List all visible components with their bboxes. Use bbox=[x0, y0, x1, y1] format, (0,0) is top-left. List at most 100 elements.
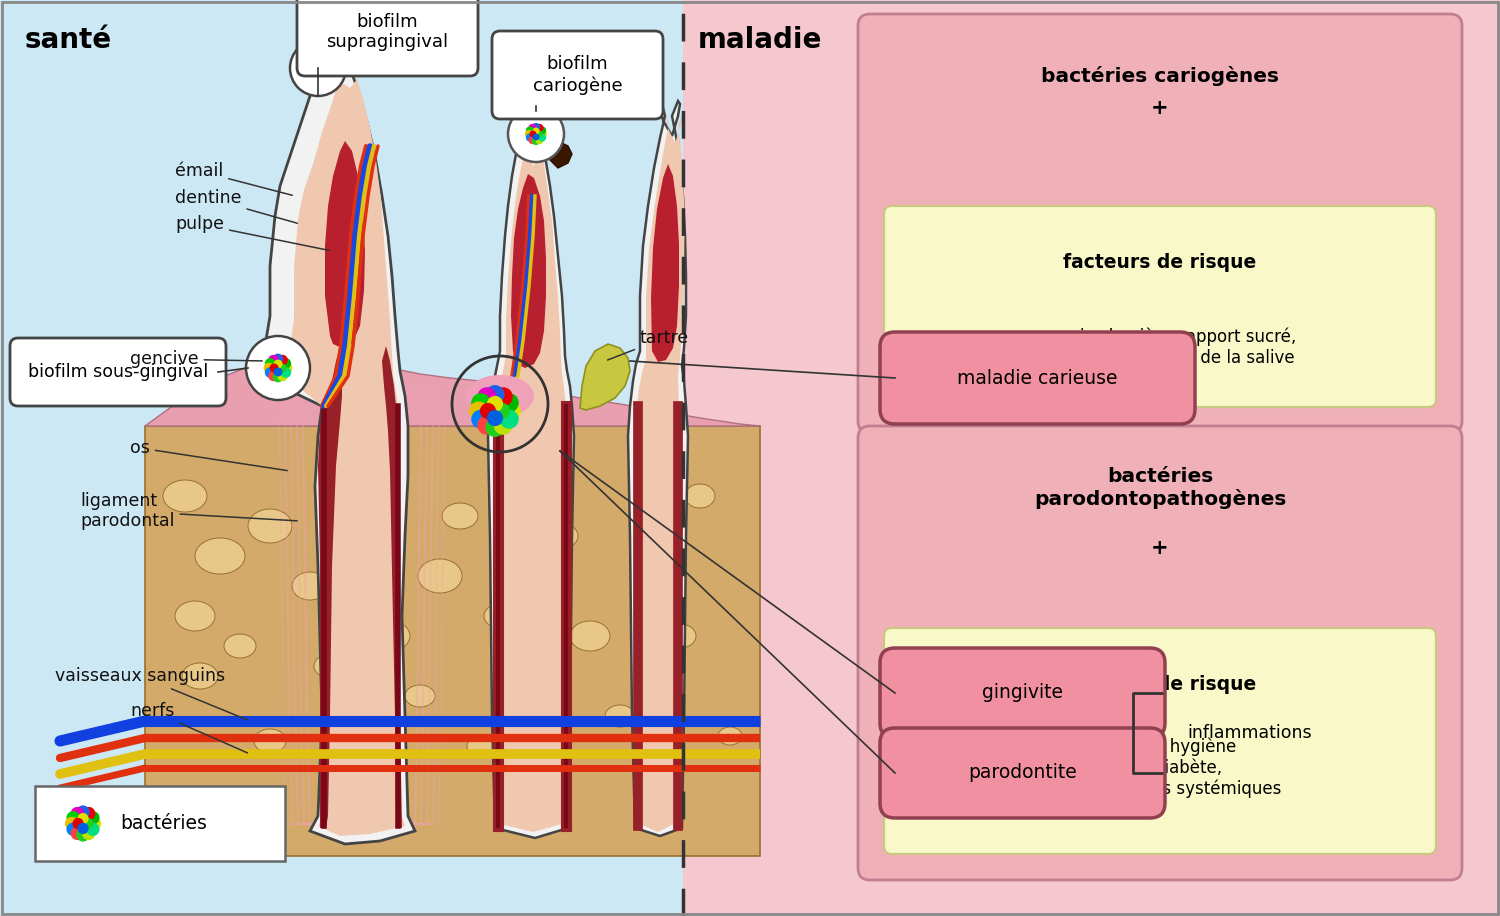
Circle shape bbox=[532, 123, 540, 131]
FancyBboxPatch shape bbox=[10, 338, 226, 406]
Circle shape bbox=[530, 131, 537, 137]
Polygon shape bbox=[251, 44, 416, 844]
Ellipse shape bbox=[419, 559, 462, 593]
Ellipse shape bbox=[718, 727, 742, 745]
Circle shape bbox=[70, 807, 84, 821]
Circle shape bbox=[315, 71, 321, 77]
Circle shape bbox=[318, 60, 324, 66]
Circle shape bbox=[66, 811, 80, 824]
Text: tartre: tartre bbox=[608, 329, 688, 360]
Text: inflammations: inflammations bbox=[1186, 724, 1311, 742]
Text: bactéries cariogènes: bactéries cariogènes bbox=[1041, 66, 1280, 86]
Text: maladie: maladie bbox=[698, 26, 822, 54]
Circle shape bbox=[494, 403, 510, 419]
Circle shape bbox=[290, 40, 346, 96]
Text: biofilm
cariogène: biofilm cariogène bbox=[532, 55, 622, 94]
Ellipse shape bbox=[314, 654, 346, 678]
Ellipse shape bbox=[604, 705, 634, 727]
Circle shape bbox=[76, 828, 90, 842]
Text: maladie carieuse: maladie carieuse bbox=[957, 368, 1118, 387]
Text: ligament
parodontal: ligament parodontal bbox=[80, 492, 297, 530]
Polygon shape bbox=[488, 116, 574, 838]
Polygon shape bbox=[512, 174, 546, 368]
Ellipse shape bbox=[405, 685, 435, 707]
Ellipse shape bbox=[570, 621, 610, 651]
Circle shape bbox=[278, 364, 286, 373]
Circle shape bbox=[526, 134, 534, 142]
Circle shape bbox=[78, 823, 88, 834]
Polygon shape bbox=[651, 164, 680, 362]
Circle shape bbox=[312, 65, 318, 71]
Circle shape bbox=[500, 409, 519, 429]
Ellipse shape bbox=[370, 621, 410, 651]
Circle shape bbox=[315, 62, 321, 69]
Text: +: + bbox=[1150, 538, 1168, 558]
Ellipse shape bbox=[224, 634, 256, 658]
Text: nerfs: nerfs bbox=[130, 702, 248, 753]
FancyBboxPatch shape bbox=[858, 14, 1462, 433]
Text: facteurs de risque: facteurs de risque bbox=[1064, 674, 1257, 693]
Ellipse shape bbox=[466, 375, 534, 417]
Circle shape bbox=[246, 336, 310, 400]
Circle shape bbox=[538, 126, 546, 135]
Circle shape bbox=[471, 393, 490, 412]
Circle shape bbox=[309, 61, 316, 69]
Circle shape bbox=[273, 354, 284, 365]
Circle shape bbox=[280, 358, 291, 369]
Circle shape bbox=[278, 371, 288, 381]
Circle shape bbox=[318, 65, 324, 71]
Circle shape bbox=[278, 354, 288, 365]
Circle shape bbox=[82, 807, 96, 821]
Circle shape bbox=[82, 818, 93, 829]
Ellipse shape bbox=[466, 736, 494, 756]
FancyBboxPatch shape bbox=[880, 332, 1196, 424]
Circle shape bbox=[312, 60, 318, 66]
Text: dentine: dentine bbox=[176, 189, 297, 224]
Circle shape bbox=[536, 124, 543, 132]
Circle shape bbox=[72, 818, 84, 829]
Circle shape bbox=[318, 70, 324, 76]
Text: biofilm
supragingival: biofilm supragingival bbox=[327, 13, 448, 51]
Circle shape bbox=[315, 68, 321, 73]
Circle shape bbox=[536, 136, 543, 144]
Polygon shape bbox=[278, 58, 405, 836]
Ellipse shape bbox=[484, 604, 516, 628]
Circle shape bbox=[309, 68, 316, 74]
FancyBboxPatch shape bbox=[884, 206, 1436, 407]
Circle shape bbox=[268, 354, 279, 365]
Circle shape bbox=[312, 70, 318, 76]
Text: santé: santé bbox=[26, 26, 112, 54]
Text: mauvaise hygiène, apport sucré,
diminution du pH ou de la salive: mauvaise hygiène, apport sucré, diminuti… bbox=[1023, 327, 1296, 366]
Polygon shape bbox=[580, 344, 630, 410]
Ellipse shape bbox=[516, 666, 544, 686]
Circle shape bbox=[525, 130, 532, 138]
Circle shape bbox=[500, 393, 519, 412]
Circle shape bbox=[268, 371, 279, 381]
Circle shape bbox=[526, 126, 534, 135]
Ellipse shape bbox=[292, 572, 328, 600]
Polygon shape bbox=[382, 346, 402, 828]
Circle shape bbox=[64, 817, 78, 830]
Text: bactéries: bactéries bbox=[120, 814, 207, 833]
Circle shape bbox=[486, 418, 504, 437]
Polygon shape bbox=[548, 143, 572, 168]
Circle shape bbox=[88, 817, 101, 830]
Text: +: + bbox=[1150, 98, 1168, 118]
Circle shape bbox=[528, 136, 537, 144]
Circle shape bbox=[273, 360, 282, 368]
Circle shape bbox=[266, 367, 276, 378]
Ellipse shape bbox=[254, 729, 286, 753]
Ellipse shape bbox=[176, 601, 214, 631]
Circle shape bbox=[320, 61, 327, 69]
Circle shape bbox=[480, 403, 496, 419]
Circle shape bbox=[470, 401, 488, 420]
Circle shape bbox=[471, 409, 490, 429]
Circle shape bbox=[78, 812, 88, 824]
Circle shape bbox=[273, 372, 284, 382]
Circle shape bbox=[532, 127, 540, 135]
Circle shape bbox=[536, 131, 543, 137]
Text: pulpe: pulpe bbox=[176, 215, 330, 250]
Circle shape bbox=[270, 364, 279, 373]
Polygon shape bbox=[494, 133, 567, 832]
Polygon shape bbox=[146, 426, 760, 856]
